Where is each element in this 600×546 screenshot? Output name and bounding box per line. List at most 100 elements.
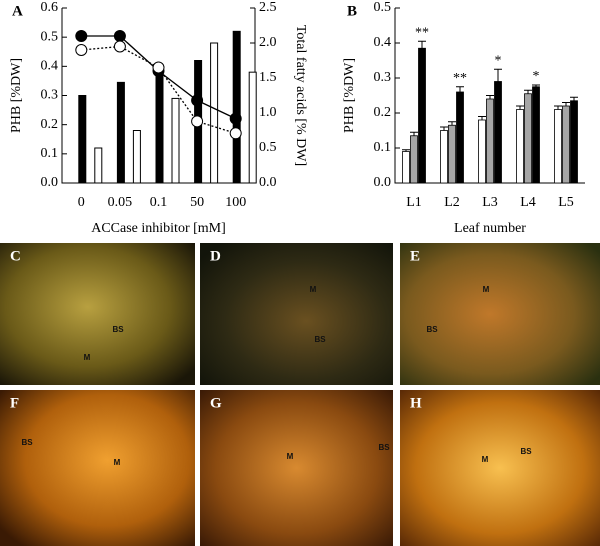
y-tick-label: 0.0 xyxy=(41,175,59,190)
marker xyxy=(75,30,88,42)
error-bar xyxy=(410,131,418,136)
y-tick-label: 0.3 xyxy=(41,88,59,103)
bar xyxy=(402,151,410,184)
bar xyxy=(570,100,578,184)
bar xyxy=(94,147,103,184)
bar xyxy=(248,71,257,184)
error-bar xyxy=(448,121,456,126)
bar xyxy=(516,109,524,184)
bar xyxy=(132,130,141,184)
panel-label: A xyxy=(12,3,23,19)
micrograph xyxy=(400,243,600,385)
error-bar xyxy=(402,149,410,152)
micrograph-letter: G xyxy=(210,395,222,411)
significance-label: ** xyxy=(415,25,429,40)
y-tick-label: 0.4 xyxy=(374,35,392,50)
x-axis-label: ACCase inhibitor [mM] xyxy=(91,221,226,236)
micrograph-letter: D xyxy=(210,248,221,264)
y-tick-label: 0.0 xyxy=(259,175,277,190)
error-bar xyxy=(456,86,464,92)
x-tick-label: L5 xyxy=(558,195,574,210)
micrographs: C BS M D M BS E M BS F BS M G M BS H M BS xyxy=(0,243,600,546)
cell-label: BS xyxy=(426,325,438,334)
bar xyxy=(232,30,241,184)
y-tick-label: 2.5 xyxy=(259,0,277,15)
y-tick-label: 1.5 xyxy=(259,70,277,85)
marker xyxy=(75,44,88,56)
x-tick-label: L2 xyxy=(444,195,460,210)
y-tick-label: 0.2 xyxy=(374,105,392,120)
micrograph-letter: F xyxy=(10,395,19,411)
error-bar xyxy=(570,96,578,101)
micrograph-letter: C xyxy=(10,248,21,264)
y-tick-label: 0.0 xyxy=(374,175,392,190)
micrograph xyxy=(0,243,195,385)
cell-label: BS xyxy=(314,335,326,344)
y-axis-label: PHB [%DW] xyxy=(9,58,24,133)
bar xyxy=(524,93,532,184)
y-tick-label: 1.0 xyxy=(259,105,277,120)
bar xyxy=(210,42,219,184)
bar xyxy=(554,109,562,184)
error-bar xyxy=(418,40,426,49)
error-bar xyxy=(494,68,502,82)
cell-label: M xyxy=(482,455,489,464)
micrograph-letter: E xyxy=(410,248,420,264)
x-tick-label: L4 xyxy=(520,195,536,210)
error-bar xyxy=(478,116,486,120)
micrograph-letter: H xyxy=(410,395,422,411)
y-tick-label: 0.3 xyxy=(374,70,392,85)
bar xyxy=(494,81,502,184)
error-bar xyxy=(562,102,570,106)
y-tick-label: 0.6 xyxy=(41,0,59,15)
bar xyxy=(562,105,570,184)
bar xyxy=(410,135,418,184)
error-bar xyxy=(554,105,562,110)
cell-label: M xyxy=(114,458,121,467)
bar xyxy=(171,97,180,184)
marker xyxy=(229,127,242,140)
x-axis-label: Leaf number xyxy=(454,221,526,236)
x-tick-label: 0.1 xyxy=(150,195,168,210)
panel-label: B xyxy=(347,3,357,19)
bar xyxy=(456,91,464,184)
marker xyxy=(152,61,165,74)
y-tick-label: 0.4 xyxy=(41,59,59,74)
micrograph xyxy=(200,390,393,546)
y-tick-label: 0.1 xyxy=(41,146,59,161)
bar xyxy=(448,124,456,184)
bar xyxy=(155,65,164,184)
cell-label: BS xyxy=(520,447,532,456)
micrograph xyxy=(200,243,393,385)
y-tick-label: 0.5 xyxy=(374,0,392,15)
error-bar xyxy=(516,105,524,110)
cell-label: BS xyxy=(112,325,124,334)
marker xyxy=(191,115,204,128)
y2-axis-label: Total fatty acids [% DW] xyxy=(293,25,308,166)
line xyxy=(81,45,236,134)
y-tick-label: 0.2 xyxy=(41,117,59,132)
marker xyxy=(191,94,204,107)
marker xyxy=(229,112,242,125)
significance-label: * xyxy=(495,53,502,68)
significance-label: ** xyxy=(453,71,467,86)
x-tick-label: 50 xyxy=(190,195,204,210)
error-bar xyxy=(486,95,494,99)
bar xyxy=(78,95,87,184)
x-tick-label: L3 xyxy=(482,195,498,210)
cell-label: M xyxy=(287,452,294,461)
micrograph xyxy=(0,390,195,546)
x-tick-label: 0.05 xyxy=(108,195,133,210)
bar xyxy=(418,47,426,184)
y-tick-label: 0.1 xyxy=(374,140,392,155)
bar xyxy=(486,98,494,184)
bar xyxy=(440,130,448,184)
bar xyxy=(532,86,540,184)
cell-label: M xyxy=(483,285,490,294)
micrograph xyxy=(400,390,600,546)
y-tick-label: 0.5 xyxy=(41,29,59,44)
marker xyxy=(113,30,126,42)
marker xyxy=(113,40,126,53)
